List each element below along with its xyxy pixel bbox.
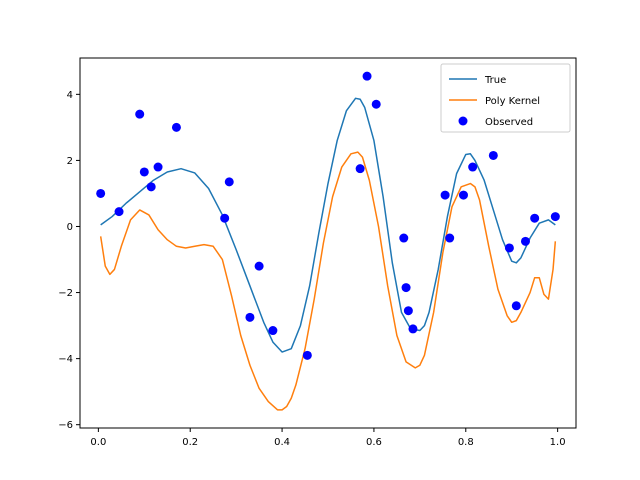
observed-point	[504, 243, 514, 253]
observed-point	[371, 99, 381, 109]
series-line-true	[100, 97, 556, 353]
observed-point	[401, 283, 411, 293]
legend: True Poly Kernel Observed	[440, 63, 571, 133]
observed-point	[408, 324, 418, 334]
observed-point	[96, 188, 106, 198]
observed-point	[135, 109, 145, 119]
axes-frame	[79, 57, 577, 429]
legend-box	[440, 63, 571, 133]
x-tick-label: 0.4	[274, 437, 290, 448]
legend-label-true: True	[484, 75, 506, 86]
x-tick-label: 0.6	[366, 437, 382, 448]
legend-label-poly-kernel: Poly Kernel	[485, 96, 540, 107]
observed-point	[355, 164, 365, 174]
observed-point	[468, 162, 478, 172]
observed-point	[245, 312, 255, 322]
x-tick-label: 0.0	[90, 437, 106, 448]
x-axis: 0.0 0.2 0.4 0.6 0.8 1.0	[90, 428, 566, 448]
y-tick-label: 0	[67, 222, 73, 233]
observed-point	[403, 306, 413, 316]
observed-point	[399, 233, 409, 243]
observed-point	[458, 190, 468, 200]
observed-point	[445, 233, 455, 243]
observed-point	[171, 122, 181, 132]
observed-point	[440, 190, 450, 200]
x-tick-label: 1.0	[550, 437, 566, 448]
observed-point	[530, 213, 540, 223]
legend-label-observed: Observed	[485, 117, 533, 128]
observed-point	[153, 162, 163, 172]
observed-point	[254, 261, 264, 271]
observed-point	[488, 150, 498, 160]
observed-point	[139, 167, 149, 177]
observed-point	[362, 71, 372, 81]
y-axis: −6 −4 −2 0 2 4	[58, 90, 80, 431]
observed-point	[511, 301, 521, 311]
legend-swatch-observed	[458, 116, 468, 126]
observed-point	[114, 207, 124, 217]
y-tick-label: −4	[58, 354, 73, 365]
series-line-poly-kernel	[99, 151, 557, 411]
y-tick-label: 2	[67, 156, 73, 167]
y-tick-label: −6	[58, 420, 73, 431]
y-tick-label: 4	[67, 90, 73, 101]
observed-point	[268, 326, 278, 336]
y-tick-label: −2	[58, 288, 73, 299]
x-tick-label: 0.8	[458, 437, 474, 448]
series-layer	[96, 71, 560, 411]
observed-point	[302, 350, 312, 360]
observed-point	[220, 213, 230, 223]
observed-point	[146, 182, 156, 192]
observed-point	[520, 236, 530, 246]
observed-point	[224, 177, 234, 187]
observed-point	[550, 212, 560, 222]
x-tick-label: 0.2	[182, 437, 198, 448]
